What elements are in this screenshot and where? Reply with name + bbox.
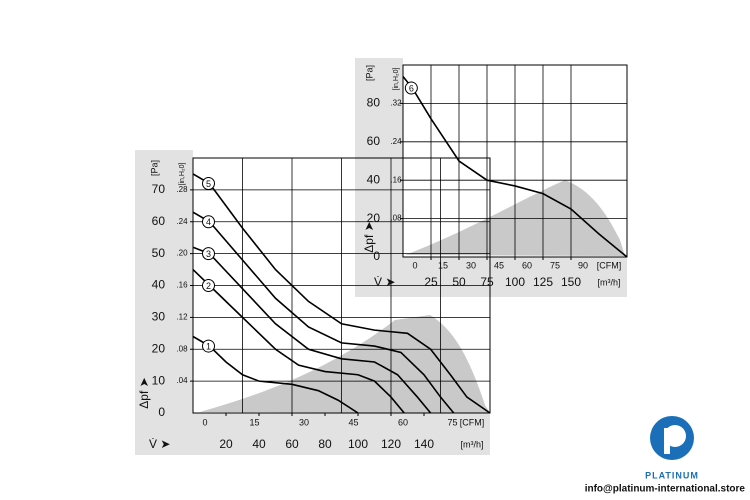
x2-tick-label: 25 — [424, 275, 438, 289]
x2-tick-label: 125 — [533, 275, 553, 289]
x-tick-label: 30 — [299, 417, 309, 427]
y2-tick-label: .32 — [390, 99, 402, 108]
x2-tick-label: 140 — [414, 437, 434, 451]
x-axis-label: [CFM] — [597, 260, 622, 270]
x-tick-label: 15 — [438, 260, 448, 270]
y-axis-label: [Pa] — [364, 65, 374, 81]
y2-axis-label: [in,H₂0] — [179, 162, 186, 185]
curve-label: 4 — [206, 217, 211, 227]
y-tick-label: 40 — [152, 278, 166, 292]
x2-tick-label: 60 — [285, 437, 299, 451]
x-tick-label: 75 — [447, 417, 457, 427]
y2-tick-label: .20 — [176, 249, 188, 258]
curve — [192, 173, 491, 414]
curve — [192, 335, 359, 414]
x2-tick-label: 40 — [252, 437, 266, 451]
y-tick-label: 10 — [152, 373, 166, 387]
y-tick-label: 30 — [152, 310, 166, 324]
y-tick-label: 40 — [367, 172, 381, 186]
x2-tick-label: 150 — [561, 275, 581, 289]
logo: PLATINUM info@platinum-international.sto… — [585, 416, 746, 495]
y2-tick-label: .04 — [176, 376, 188, 385]
curve — [192, 211, 455, 414]
logo-email: info@platinum-international.store — [585, 484, 746, 495]
x2-tick-label: 50 — [452, 275, 466, 289]
curve — [192, 246, 432, 414]
x-tick-label: 15 — [249, 417, 259, 427]
curve — [192, 268, 405, 414]
x-tick-label: 0 — [202, 417, 207, 427]
logo-name: PLATINUM — [645, 470, 699, 480]
curve-marker — [202, 339, 215, 353]
y-tick-label: 0 — [158, 405, 165, 419]
x-tick-label: 90 — [578, 260, 588, 270]
x2-tick-label: 20 — [219, 437, 233, 451]
x-symbol: V̇ ➤ — [374, 275, 395, 289]
curve-label: 6 — [409, 83, 414, 93]
operating-zone — [200, 315, 490, 413]
y-tick-label: 60 — [367, 134, 381, 148]
x-tick-label: 60 — [522, 260, 532, 270]
curve-marker — [202, 279, 215, 292]
y-tick-label: 20 — [367, 211, 381, 225]
curve — [402, 76, 628, 258]
curve-marker — [202, 177, 215, 190]
y2-axis-label: [in,H₂0] — [393, 67, 400, 90]
axis-strip — [135, 150, 193, 455]
x2-tick-label: 120 — [381, 437, 401, 451]
y-tick-label: 0 — [373, 249, 380, 263]
axis-strip — [135, 413, 490, 455]
x-tick-label: 0 — [412, 260, 417, 270]
curve-marker — [404, 81, 418, 95]
x2-tick-label: 100 — [505, 275, 525, 289]
axis-strip — [355, 257, 627, 297]
logo-mark — [664, 428, 670, 454]
y2-tick-label: .08 — [176, 344, 188, 353]
y2-tick-label: .24 — [390, 137, 402, 146]
y-tick-label: 80 — [367, 96, 381, 110]
x-axis-label: [CFM] — [460, 417, 485, 427]
y2-tick-label: .12 — [176, 312, 188, 321]
y2-tick-label: .16 — [390, 175, 402, 184]
curve-label: 3 — [206, 249, 211, 259]
x-tick-label: 30 — [466, 260, 476, 270]
y2-tick-label: .28 — [176, 185, 188, 194]
y-tick-label: 50 — [152, 246, 166, 260]
x2-tick-label: 100 — [348, 437, 368, 451]
curve-label: 2 — [206, 281, 211, 291]
x-tick-label: 75 — [550, 260, 560, 270]
y-tick-label: 20 — [152, 341, 166, 355]
x-tick-label: 45 — [348, 417, 358, 427]
y-tick-label: 60 — [152, 214, 166, 228]
curve-marker — [202, 215, 215, 229]
y2-tick-label: .08 — [390, 214, 402, 223]
y-tick-label: 70 — [152, 182, 166, 196]
x-tick-label: 60 — [398, 417, 408, 427]
curve-marker — [202, 247, 215, 261]
x2-axis-label: [m³/h] — [460, 439, 483, 449]
y-axis-label: [Pa] — [149, 160, 159, 176]
x-symbol: V̇ ➤ — [149, 437, 170, 451]
curve-label: 5 — [206, 179, 211, 189]
y-symbol: Δpf ➤ — [137, 377, 151, 408]
y2-tick-label: .16 — [176, 281, 188, 290]
curve-label: 1 — [206, 341, 211, 351]
y2-tick-label: .24 — [176, 217, 188, 226]
x2-axis-label: [m³/h] — [597, 277, 620, 287]
x2-tick-label: 80 — [318, 437, 332, 451]
x-tick-label: 45 — [494, 260, 504, 270]
x2-tick-label: 75 — [480, 275, 494, 289]
y-symbol: Δpf ➤ — [362, 221, 376, 252]
